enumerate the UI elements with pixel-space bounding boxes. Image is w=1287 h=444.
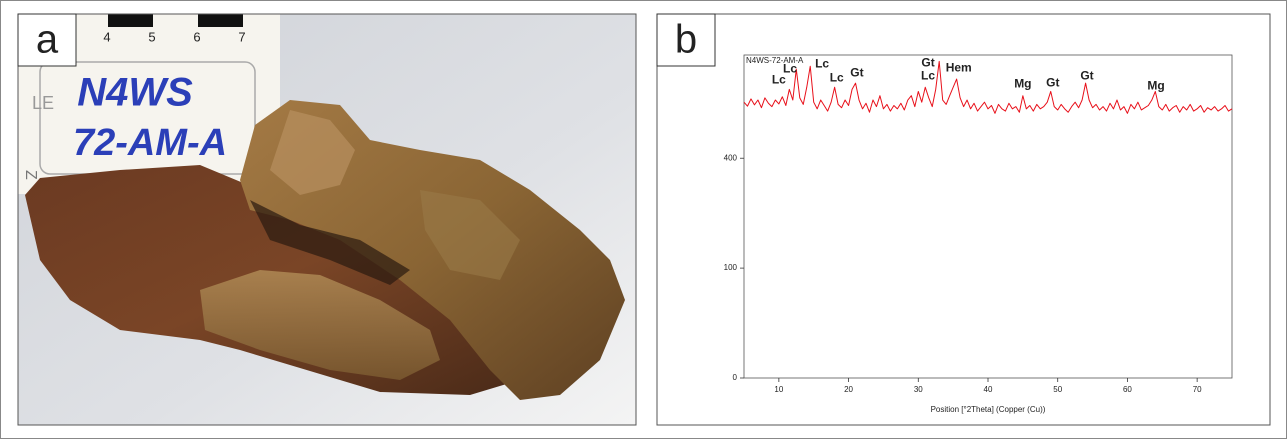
- panel-label-box: [17, 13, 77, 67]
- rock-shadow: [250, 200, 410, 285]
- x-tick-label: 60: [1123, 385, 1132, 394]
- panel-label: a: [36, 18, 59, 62]
- peak-label: Hem: [946, 61, 972, 75]
- spectrum-line: [743, 60, 1233, 114]
- peak-label: Lc: [772, 72, 786, 86]
- sample-label: N4WS: [77, 71, 193, 115]
- rock: [200, 270, 440, 380]
- x-tick-label: 20: [844, 385, 853, 394]
- peak-label: Mg: [1147, 78, 1164, 92]
- scale-number: 4: [103, 29, 110, 44]
- y-tick-label: 100: [724, 263, 738, 272]
- panel-frame: [17, 13, 637, 426]
- scale-number: 7: [238, 29, 245, 44]
- ruler-block: [108, 14, 153, 27]
- scale-number: 6: [193, 29, 200, 44]
- side-mark: LE: [32, 93, 54, 113]
- legend-entry: N4WS-72-AM-A: [746, 56, 804, 65]
- peak-label: Gt: [1046, 76, 1059, 90]
- peak-label: Lc: [783, 62, 797, 76]
- sample-label: 72-AM-A: [73, 122, 227, 164]
- panel-b: b Position [°2Theta] (Copper (Cu)) N4WS-…: [656, 13, 1271, 426]
- peak-label: Lc: [921, 68, 935, 82]
- scale-number: 5: [148, 29, 155, 44]
- x-tick-label: 10: [774, 385, 783, 394]
- side-mark: Z: [22, 170, 39, 180]
- x-tick-label: 50: [1053, 385, 1062, 394]
- peak-label: Mg: [1014, 77, 1031, 91]
- panel-frame: [656, 13, 1271, 426]
- peak-label: Gt: [921, 56, 934, 70]
- peak-label: Gt: [1080, 68, 1093, 82]
- x-tick-label: 30: [914, 385, 923, 394]
- panel-label-box: [656, 13, 716, 67]
- peak-label: Lc: [830, 70, 844, 84]
- panel-label: b: [675, 18, 697, 62]
- x-tick-label: 40: [984, 385, 993, 394]
- y-tick-label: 0: [733, 373, 738, 382]
- peak-label: Gt: [850, 65, 863, 79]
- y-tick-label: 400: [724, 153, 738, 162]
- rock-face: [270, 110, 355, 195]
- peak-label: Lc: [815, 56, 829, 70]
- x-axis-label: Position [°2Theta] (Copper (Cu)): [931, 405, 1046, 414]
- x-tick-label: 70: [1193, 385, 1202, 394]
- rock-face: [420, 190, 520, 280]
- panel-a: 4 5 6 7 LE Z N4WS 72-AM-A a: [17, 13, 637, 426]
- ruler-block: [198, 14, 243, 27]
